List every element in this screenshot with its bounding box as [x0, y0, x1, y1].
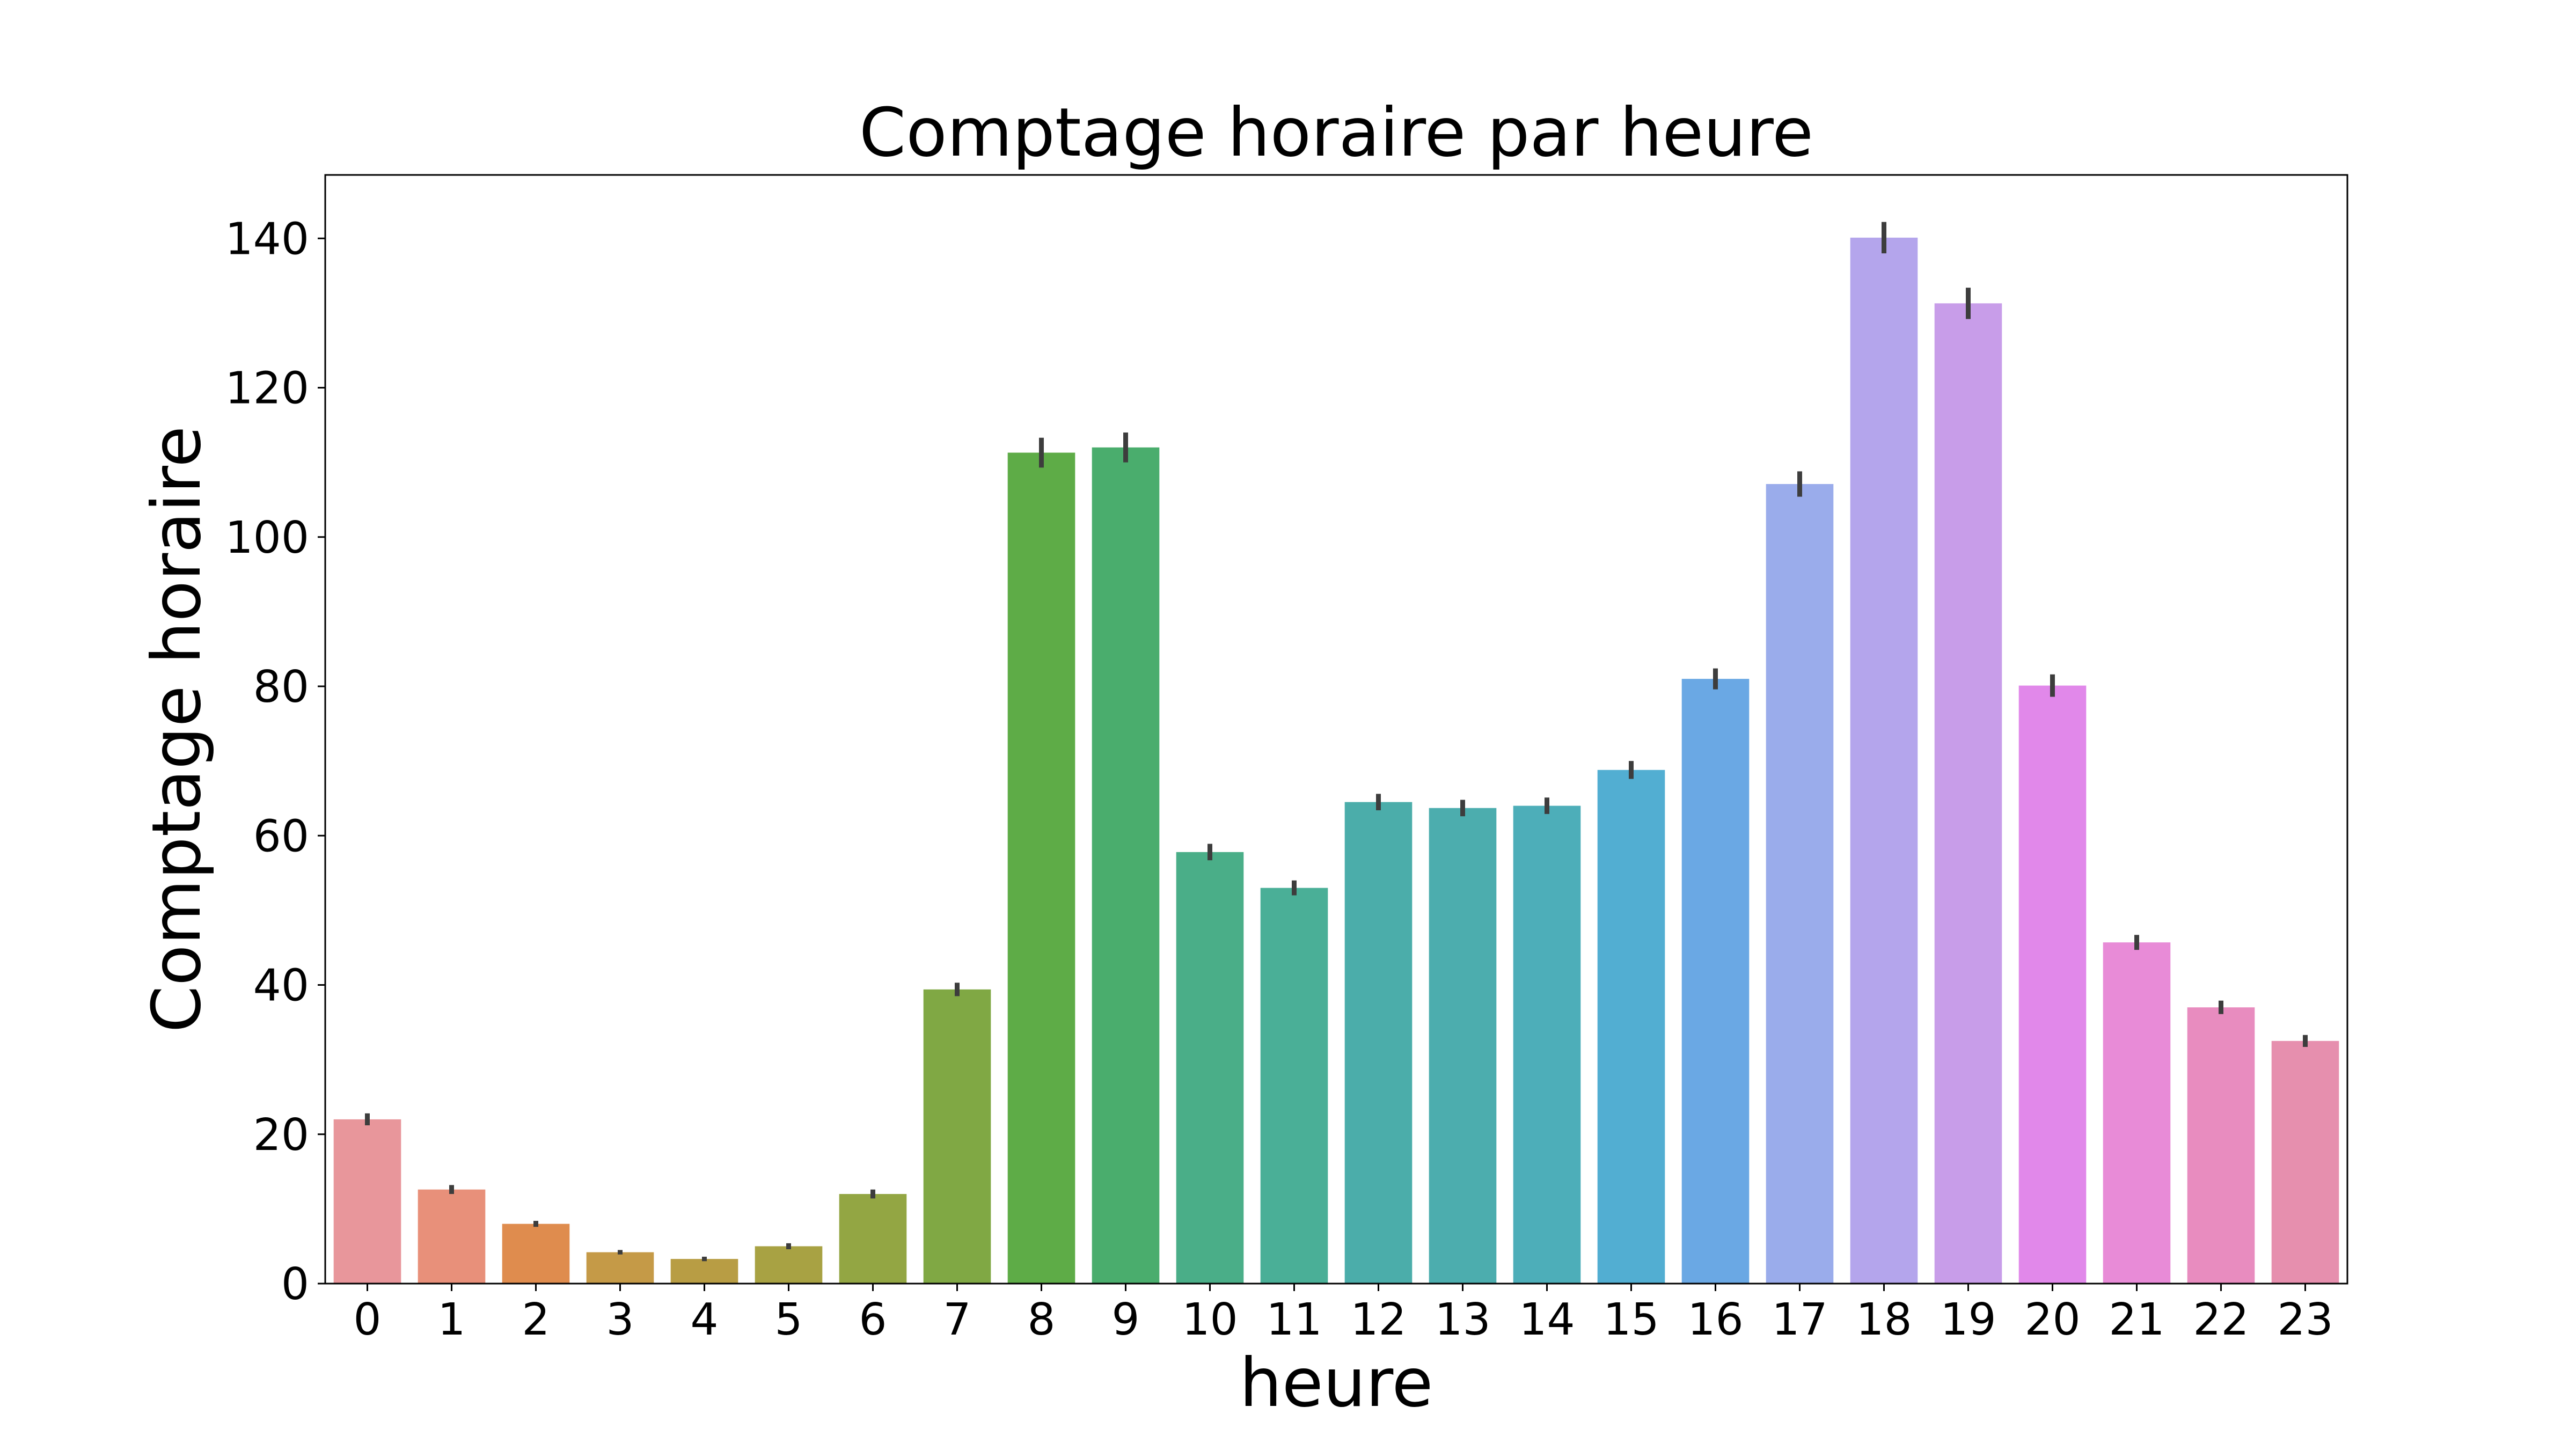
bar-10 — [1176, 852, 1244, 1284]
x-tick-label-6: 6 — [859, 1294, 887, 1345]
bar-23 — [2271, 1040, 2339, 1284]
bar-14 — [1513, 805, 1581, 1284]
bar-9 — [1092, 447, 1160, 1284]
x-axis: 0 1 2 3 4 5 6 7 8 9 10 11 12 13 14 15 16 17 18 19 20 21 22 23 — [353, 1284, 2333, 1345]
y-tick-label-120: 120 — [225, 363, 309, 414]
x-axis-label: heure — [1240, 1344, 1433, 1422]
x-tick-label-17: 17 — [1772, 1294, 1827, 1345]
y-tick-label-100: 100 — [225, 512, 309, 563]
x-tick-label-23: 23 — [2277, 1294, 2333, 1345]
bar-13 — [1429, 808, 1497, 1284]
x-tick-label-3: 3 — [606, 1294, 634, 1345]
bar-0 — [333, 1119, 401, 1284]
x-tick-label-15: 15 — [1603, 1294, 1659, 1345]
bar-15 — [1597, 770, 1665, 1284]
x-tick-label-0: 0 — [353, 1294, 381, 1345]
bar-8 — [1007, 452, 1075, 1284]
x-tick-label-14: 14 — [1519, 1294, 1575, 1345]
bar-20 — [2018, 685, 2087, 1284]
bar-5 — [755, 1246, 823, 1284]
bar-6 — [839, 1194, 907, 1284]
y-tick-label-40: 40 — [253, 961, 309, 1012]
x-tick-label-7: 7 — [943, 1294, 971, 1345]
y-tick-label-0: 0 — [281, 1259, 309, 1310]
bar-18 — [1850, 237, 1918, 1284]
x-tick-label-13: 13 — [1435, 1294, 1490, 1345]
y-tick-label-20: 20 — [253, 1110, 309, 1161]
x-tick-label-2: 2 — [522, 1294, 550, 1345]
bar-19 — [1934, 303, 2002, 1284]
x-tick-label-22: 22 — [2193, 1294, 2249, 1345]
bar-17 — [1766, 483, 1834, 1284]
y-tick-label-80: 80 — [253, 662, 309, 713]
x-tick-label-8: 8 — [1027, 1294, 1055, 1345]
bar-7 — [923, 989, 991, 1284]
bar-21 — [2103, 942, 2171, 1284]
x-tick-label-10: 10 — [1182, 1294, 1238, 1345]
x-tick-label-20: 20 — [2024, 1294, 2080, 1345]
x-tick-label-11: 11 — [1266, 1294, 1322, 1345]
bar-1 — [418, 1189, 486, 1284]
x-tick-label-16: 16 — [1687, 1294, 1743, 1345]
bar-11 — [1260, 888, 1328, 1284]
x-tick-label-12: 12 — [1350, 1294, 1406, 1345]
bar-12 — [1344, 802, 1413, 1284]
x-tick-label-1: 1 — [437, 1294, 465, 1345]
bar-22 — [2187, 1007, 2255, 1284]
x-tick-label-5: 5 — [774, 1294, 802, 1345]
y-tick-label-140: 140 — [225, 214, 309, 265]
bar-4 — [670, 1259, 738, 1284]
x-tick-label-9: 9 — [1111, 1294, 1139, 1345]
y-axis-label: Comptage horaire — [138, 426, 216, 1032]
x-tick-label-4: 4 — [690, 1294, 718, 1345]
x-tick-label-21: 21 — [2109, 1294, 2164, 1345]
bar-2 — [502, 1223, 570, 1284]
y-tick-label-60: 60 — [253, 811, 309, 862]
chart-title: Comptage horaire par heure — [859, 94, 1813, 172]
bar-3 — [586, 1252, 654, 1284]
x-tick-label-18: 18 — [1856, 1294, 1912, 1345]
plot-frame — [324, 174, 2348, 1285]
bars-group — [333, 237, 2339, 1284]
x-tick-label-19: 19 — [1940, 1294, 1996, 1345]
y-axis: 0 20 40 60 80 100 120 140 — [225, 214, 325, 1310]
error-bars-group — [365, 222, 2308, 1262]
bar-16 — [1681, 679, 1750, 1284]
